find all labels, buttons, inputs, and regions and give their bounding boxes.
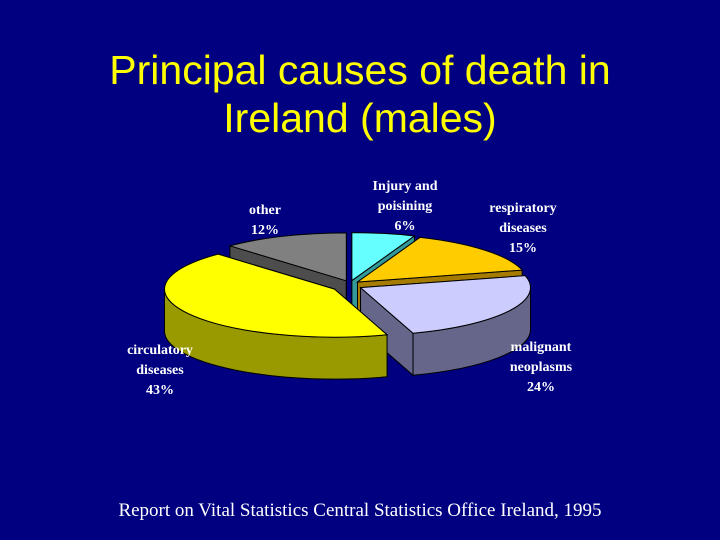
label-circulatory-diseases-line-0: circulatory <box>127 343 193 358</box>
label-circulatory-diseases-line-2: 43% <box>146 383 174 398</box>
pie-labels: Injury and poisining 6% respiratory diseases… <box>127 179 573 398</box>
label-respiratory-diseases: respiratory diseases 15% <box>489 201 556 256</box>
slice-circulatory-diseases <box>164 253 389 338</box>
label-other-line-1: 12% <box>251 223 279 238</box>
slice-malignant-neoplasms <box>359 275 532 334</box>
source-footer: Report on Vital Statistics Central Stati… <box>118 500 602 521</box>
slide-title: Principal causes of death in Ireland (ma… <box>0 46 720 142</box>
label-injury-and-poisining-line-1: poisining <box>378 199 432 214</box>
label-malignant-neoplasms-line-1: neoplasms <box>510 360 573 375</box>
label-circulatory-diseases-line-1: diseases <box>136 363 184 378</box>
label-injury-and-poisining-line-2: 6% <box>395 219 416 234</box>
label-circulatory-diseases: circulatory diseases 43% <box>127 343 193 398</box>
label-respiratory-diseases-line-2: 15% <box>509 241 537 256</box>
label-malignant-neoplasms-line-0: malignant <box>511 340 572 355</box>
label-respiratory-diseases-line-1: diseases <box>499 221 547 236</box>
label-injury-and-poisining: Injury and poisining 6% <box>373 179 438 234</box>
label-injury-and-poisining-line-0: Injury and <box>373 179 438 194</box>
pie-slices <box>164 232 532 338</box>
label-other-line-0: other <box>249 203 281 218</box>
slide-title-line-2: Ireland (males) <box>223 95 497 141</box>
label-malignant-neoplasms-line-2: 24% <box>527 380 555 395</box>
slice-other <box>228 232 347 282</box>
slice-respiratory-diseases <box>355 236 524 283</box>
label-other: other 12% <box>249 203 281 238</box>
slice-injury-and-poisining <box>351 232 416 282</box>
label-malignant-neoplasms: malignant neoplasms 24% <box>510 340 573 395</box>
slide-title-line-1: Principal causes of death in <box>109 47 611 93</box>
label-respiratory-diseases-line-0: respiratory <box>489 201 556 216</box>
